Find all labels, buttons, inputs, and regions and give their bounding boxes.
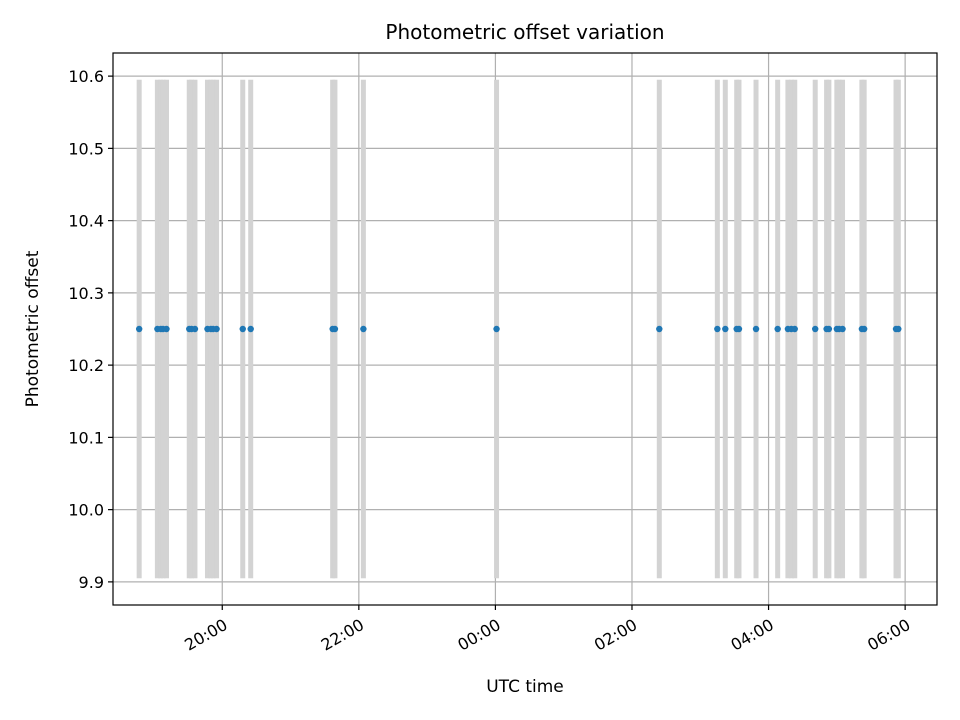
y-tick-label: 10.5	[68, 139, 104, 158]
data-point	[791, 325, 798, 333]
data-point	[213, 325, 220, 333]
y-tick-label: 10.6	[68, 67, 104, 86]
y-tick-label: 10.2	[68, 356, 104, 375]
data-point	[895, 325, 902, 333]
points-layer	[135, 325, 902, 333]
data-point	[163, 325, 170, 333]
y-tick-label: 10.4	[68, 212, 104, 231]
data-point	[825, 325, 833, 333]
data-point	[656, 325, 663, 333]
x-axis-label: UTC time	[486, 677, 564, 697]
y-axis: 9.9 10.0 10.1 10.2 10.3 10.4 10.5 10.6	[68, 67, 113, 592]
data-point	[752, 325, 760, 333]
data-point	[839, 325, 846, 333]
data-point	[360, 325, 367, 333]
y-tick-label: 10.1	[68, 428, 104, 447]
data-point	[135, 325, 143, 333]
y-tick-label: 10.3	[68, 284, 104, 303]
y-tick-label: 9.9	[79, 573, 104, 592]
data-point	[714, 325, 721, 333]
data-point	[860, 325, 868, 333]
chart-title: Photometric offset variation	[385, 20, 664, 44]
data-point	[493, 325, 500, 333]
data-point	[722, 325, 729, 333]
y-tick-label: 10.0	[68, 501, 104, 520]
data-point	[247, 325, 254, 333]
data-point	[735, 325, 743, 333]
data-point	[812, 325, 819, 333]
data-point	[191, 325, 199, 333]
data-point	[331, 325, 339, 333]
y-axis-label: Photometric offset	[23, 250, 43, 407]
plot-frame	[112, 52, 938, 606]
data-point	[774, 325, 781, 333]
data-point	[239, 325, 246, 333]
